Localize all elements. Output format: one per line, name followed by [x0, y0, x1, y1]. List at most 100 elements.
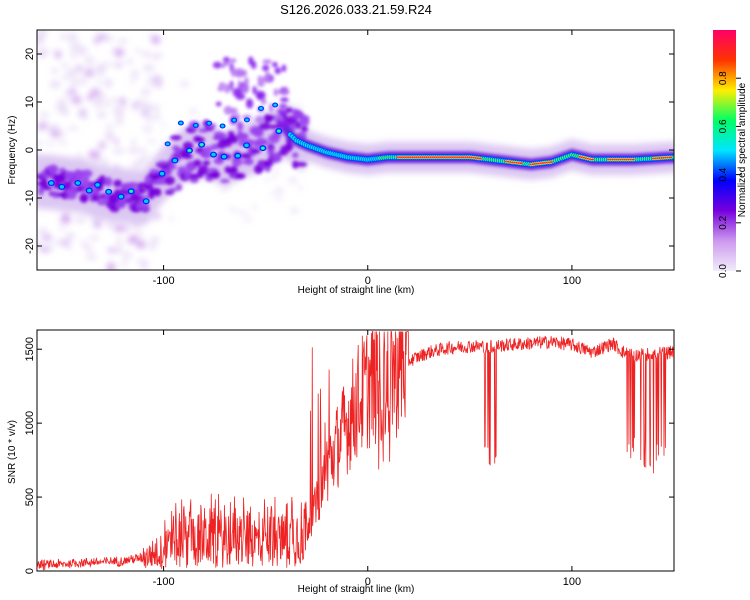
spectrogram-spot-cyan: [49, 181, 54, 185]
spectrogram-body-blob: [253, 127, 264, 138]
spectrogram-noise: [90, 88, 100, 96]
spectrogram-spur-blob: [238, 69, 248, 77]
spectrogram-noise: [115, 117, 124, 125]
spectrogram-noise: [37, 228, 49, 235]
spectrogram-noise: [152, 104, 160, 112]
spectrogram-noise: [274, 187, 284, 194]
spectrogram-spur-blob: [223, 105, 233, 115]
spectrogram-body-blob: [192, 159, 202, 167]
spectrogram-spur-blob: [281, 64, 287, 72]
spectrogram-noise: [107, 248, 117, 253]
spectrogram-body-blob: [81, 169, 93, 178]
spectrogram-spur-blob: [235, 92, 246, 101]
spectrogram-noise: [98, 141, 106, 149]
spectrogram-noise: [86, 64, 92, 73]
spectrogram-noise: [106, 62, 113, 66]
spectrogram-noise: [150, 83, 155, 89]
spectrogram-noise: [125, 251, 132, 258]
spectrogram-noise: [113, 224, 125, 233]
spectrogram-body-blob: [69, 185, 81, 195]
spectrogram-noise: [37, 142, 40, 148]
spectrogram-noise: [141, 110, 149, 116]
spectrogram-spur-blob: [212, 61, 222, 69]
spectrogram-spur-blob: [229, 86, 235, 92]
spectrogram-noise: [50, 130, 60, 138]
spectrogram-noise: [131, 161, 141, 169]
spectrogram-spur-blob: [222, 61, 231, 66]
spectrogram-noise: [38, 47, 44, 53]
spectrogram-spur-blob: [262, 59, 272, 65]
spectrogram-noise: [104, 131, 114, 136]
spectrogram-spur-blob: [252, 85, 257, 95]
colorbar-tick-label: 0.4: [718, 167, 729, 181]
y-tick-label: 20: [24, 48, 36, 60]
spectrogram-body-blob: [175, 183, 183, 191]
spectrogram-noise: [78, 51, 87, 56]
spectrogram-noise: [123, 226, 131, 231]
spectrogram-noise: [62, 213, 70, 220]
spectrogram-noise: [96, 111, 107, 119]
spectrogram-body-blob: [240, 154, 252, 159]
spectrogram-noise: [57, 141, 69, 145]
colorbar-tick-label: 0.2: [718, 215, 729, 229]
colorbar-tick-label: 0.8: [718, 71, 729, 85]
spectrogram-noise: [142, 126, 153, 132]
spectrogram-body-blob: [229, 134, 239, 144]
spectrogram-body-blob: [135, 203, 143, 210]
spectrogram-noise: [169, 215, 174, 222]
spectrogram-noise: [88, 150, 101, 159]
spectrogram-body-blob: [115, 200, 126, 209]
spectrogram-body-blob: [169, 135, 182, 141]
spectrogram-spot-green: [261, 147, 265, 150]
spectrogram-core-red: [478, 157, 482, 160]
spectrogram-noise: [96, 67, 106, 76]
spectrogram-body-blob: [79, 193, 89, 203]
spectrogram-noise: [80, 240, 88, 247]
spectrogram-body-blob: [234, 172, 246, 179]
spectrogram-body-blob: [220, 178, 230, 184]
spectrogram-noise: [134, 48, 142, 53]
spectrogram-body-blob: [249, 148, 262, 154]
spectrogram-noise: [56, 99, 67, 107]
y-tick-label: 1000: [24, 411, 36, 435]
spectrogram-noise: [96, 80, 103, 85]
spectrogram-body-blob: [245, 158, 254, 166]
spectrogram-spur-blob: [255, 115, 264, 124]
spectrogram-body-blob: [97, 199, 108, 206]
spectrogram-body-blob: [200, 149, 213, 159]
spectrogram-spot-cyan: [273, 103, 277, 107]
spectrogram-body-blob: [188, 173, 200, 180]
y-tick-label: 500: [24, 488, 36, 506]
spectrogram-noise: [85, 55, 91, 64]
spectrogram-spur-blob: [245, 99, 254, 109]
spectrogram-body-blob: [284, 143, 294, 150]
spectrogram-noise: [136, 239, 146, 249]
spectrogram-noise: [298, 186, 303, 192]
spectrogram-spur-blob: [273, 88, 279, 97]
spectrogram-noise: [141, 51, 152, 58]
spectrogram-noise: [71, 96, 82, 104]
spectrogram-spot-cyan: [172, 158, 178, 163]
spectrogram-spur-blob: [218, 82, 226, 87]
spectrogram-noise: [106, 222, 116, 229]
spectrogram-noise: [88, 235, 100, 241]
spectrogram-noise: [134, 226, 141, 231]
spectrogram-noise: [103, 35, 114, 42]
spectrogram-noise: [78, 78, 88, 85]
spectrogram-body-blob: [236, 121, 244, 131]
spectrogram-noise: [67, 68, 78, 77]
colorbar-ticks: 0.0 0.2 0.4 0.6 0.8: [718, 71, 741, 278]
spectrogram-body-blob: [48, 164, 59, 175]
spectrogram-noise: [118, 38, 128, 44]
spectrogram-spur-blob: [255, 90, 266, 100]
spectrogram-noise: [145, 77, 158, 83]
spectrogram-body-blob: [113, 179, 123, 188]
spectrogram-noise: [114, 138, 119, 145]
spectrogram-spur-blob: [260, 98, 267, 105]
spectrogram-spur-blob: [275, 118, 283, 125]
spectrogram-spur-blob: [279, 89, 290, 96]
spectrogram-noise: [147, 106, 153, 110]
spectrogram-x-ticks: -100 0 100: [153, 30, 581, 287]
spectrogram-body-blob: [237, 132, 249, 141]
spectrogram-noise: [121, 260, 128, 267]
